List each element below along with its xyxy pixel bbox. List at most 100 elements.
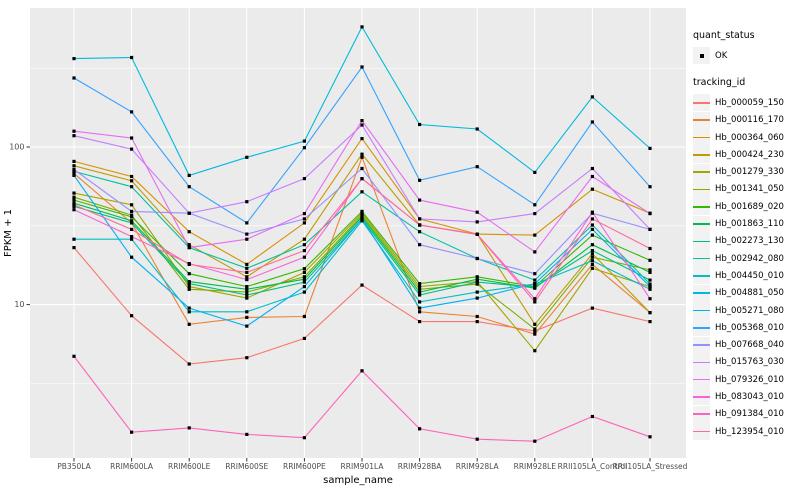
data-point <box>72 134 76 138</box>
legend-label: Hb_005368_010 <box>715 322 784 333</box>
data-point <box>475 256 479 261</box>
line-swatch-icon <box>693 205 710 208</box>
data-point <box>360 369 364 373</box>
data-point <box>590 252 594 256</box>
line-swatch-icon <box>693 275 710 277</box>
data-point <box>130 215 134 219</box>
data-point <box>360 119 364 123</box>
legend-entry-Hb_007668_040: Hb_007668_040 <box>693 336 799 354</box>
data-point <box>72 57 76 61</box>
data-point <box>475 277 479 281</box>
data-point <box>418 122 422 127</box>
legend-entry-Hb_004450_010: Hb_004450_010 <box>693 267 799 285</box>
data-point <box>245 290 249 294</box>
data-point <box>360 137 364 141</box>
data-point <box>418 178 422 182</box>
data-points-Hb_004881_050 <box>72 25 652 177</box>
data-point <box>187 280 191 284</box>
data-point <box>302 255 306 259</box>
line-swatch-icon <box>693 154 710 156</box>
data-point <box>475 220 479 224</box>
data-point <box>187 272 191 276</box>
legend-entry-Hb_079326_010: Hb_079326_010 <box>693 371 799 389</box>
x-tick-label: RRIM600LA <box>110 462 154 471</box>
legend-title-tracking-id: tracking_id <box>693 77 746 89</box>
data-point <box>648 258 652 262</box>
data-point <box>130 219 134 223</box>
x-tick-label: RRIM928LA <box>456 462 500 471</box>
data-point <box>245 221 249 225</box>
data-point <box>590 166 594 171</box>
data-point <box>302 336 306 340</box>
data-point <box>245 356 249 360</box>
data-point <box>187 243 191 247</box>
y-axis-title: FPKM + 1 <box>3 209 14 257</box>
line-swatch-icon <box>693 240 710 243</box>
legend-label: Hb_015763_030 <box>715 357 784 368</box>
data-point <box>360 25 364 29</box>
data-point <box>533 170 537 174</box>
data-point <box>72 169 76 173</box>
data-point <box>360 215 364 219</box>
data-point <box>187 246 191 250</box>
legend-label: Hb_000059_150 <box>715 97 784 108</box>
data-point <box>418 427 422 431</box>
data-point <box>418 243 422 247</box>
data-point <box>418 287 422 291</box>
data-point <box>187 211 191 215</box>
legend-entry-Hb_005368_010: Hb_005368_010 <box>693 319 799 337</box>
x-tick-label: RRIM928BA <box>398 462 443 471</box>
x-tick-label: RRIM901LA <box>341 462 385 471</box>
data-point <box>187 285 191 289</box>
data-point <box>533 285 537 289</box>
data-point <box>590 227 594 231</box>
data-point <box>302 139 306 143</box>
data-points-Hb_079326_010 <box>72 119 652 254</box>
data-point <box>533 332 537 336</box>
legend-key-swatch <box>693 180 710 198</box>
data-point <box>418 310 422 314</box>
data-point <box>590 233 594 237</box>
legend-label: Hb_079326_010 <box>715 374 784 385</box>
data-point <box>418 223 422 227</box>
data-point <box>648 185 652 189</box>
data-point <box>130 209 134 213</box>
data-point <box>533 329 537 333</box>
point-icon <box>699 53 704 58</box>
data-point <box>72 171 76 175</box>
data-point <box>360 219 364 223</box>
legend-label: Hb_002273_130 <box>715 236 784 247</box>
legend-key-swatch <box>693 336 710 354</box>
data-point <box>187 173 191 177</box>
tracking-id-entries: Hb_000059_150 Hb_000116_170 Hb_000364_060 H… <box>693 94 799 441</box>
data-point <box>648 285 652 289</box>
data-point <box>360 177 364 181</box>
y-tick-label: 10 <box>14 300 24 309</box>
data-points-Hb_000059_150 <box>72 246 652 366</box>
legend-key-swatch <box>693 423 710 441</box>
data-point <box>648 278 652 282</box>
data-point <box>245 200 249 204</box>
legend-label: Hb_000424_230 <box>715 149 784 160</box>
legend-label: Hb_001279_330 <box>715 167 784 178</box>
legend-key-swatch <box>693 353 710 371</box>
data-point <box>648 212 652 216</box>
data-point <box>130 314 134 318</box>
data-point <box>590 249 594 253</box>
data-point <box>302 249 306 253</box>
data-point <box>187 262 191 266</box>
line-swatch-icon <box>693 136 710 139</box>
legend-key-swatch <box>693 250 710 268</box>
line-swatch-icon <box>693 257 710 260</box>
data-point <box>302 267 306 271</box>
legend-key-swatch <box>693 129 710 147</box>
data-point <box>590 262 594 266</box>
data-point <box>590 120 594 124</box>
data-point <box>360 213 364 217</box>
data-point <box>302 243 306 247</box>
line-swatch-icon <box>693 327 710 329</box>
data-point <box>590 223 594 227</box>
line-swatch-icon <box>693 430 710 433</box>
data-point <box>130 235 134 239</box>
